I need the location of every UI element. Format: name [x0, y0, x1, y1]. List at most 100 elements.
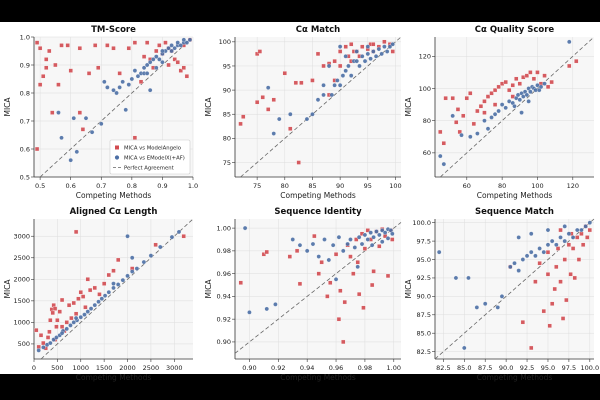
emodelx-point — [354, 58, 360, 64]
emodelx-point — [120, 79, 125, 85]
emodelx-point — [348, 237, 353, 242]
modelangelo-point — [566, 242, 572, 247]
modelangelo-point — [73, 229, 79, 235]
emodelx-point — [310, 111, 315, 117]
emodelx-point — [475, 131, 480, 136]
emodelx-point — [157, 244, 163, 250]
y-tick-label: 3000 — [13, 233, 30, 241]
emodelx-point — [147, 87, 153, 93]
plot-area — [235, 37, 401, 177]
modelangelo-point — [362, 246, 368, 251]
emodelx-point — [355, 264, 360, 270]
emodelx-point — [315, 97, 321, 103]
emodelx-point — [169, 234, 175, 240]
modelangelo-point — [55, 318, 60, 323]
modelangelo-point — [348, 254, 353, 259]
modelangelo-point — [568, 272, 573, 277]
modelangelo-point — [97, 292, 102, 297]
emodelx-point — [111, 87, 116, 93]
emodelx-point — [466, 275, 471, 281]
emodelx-point — [482, 301, 488, 307]
emodelx-point — [125, 273, 130, 279]
modelangelo-point — [37, 82, 43, 87]
emodelx-point — [346, 63, 351, 69]
x-axis-label: Competing Methods — [280, 191, 356, 200]
modelangelo-point — [64, 320, 69, 325]
modelangelo-point — [560, 316, 566, 321]
modelangelo-point — [547, 323, 552, 329]
modelangelo-point — [87, 287, 93, 293]
emodelx-point — [144, 62, 150, 68]
x-axis-label: Competing Methods — [477, 191, 553, 200]
modelangelo-point — [111, 268, 116, 273]
emodelx-point — [157, 57, 162, 62]
modelangelo-point — [510, 83, 515, 88]
modelangelo-point — [254, 99, 260, 105]
modelangelo-point — [354, 237, 359, 242]
emodelx-point — [508, 264, 513, 270]
modelangelo-point — [336, 316, 342, 322]
emodelx-point — [102, 79, 107, 85]
modelangelo-point — [260, 95, 265, 100]
y-tick-label: 90 — [223, 86, 231, 94]
modelangelo-point — [554, 264, 559, 270]
emodelx-point — [83, 115, 89, 121]
modelangelo-point — [77, 46, 83, 51]
modelangelo-point — [342, 299, 347, 305]
emodelx-point — [322, 237, 327, 242]
modelangelo-point — [382, 39, 387, 45]
emodelx-point — [352, 245, 358, 250]
y-tick-label: 90.0 — [417, 293, 431, 301]
y-tick-label: 500 — [18, 340, 30, 348]
emodelx-point — [545, 227, 551, 233]
emodelx-point — [337, 44, 343, 49]
modelangelo-point — [360, 44, 365, 49]
emodelx-point — [516, 235, 521, 240]
y-tick-label: 100.0 — [412, 219, 431, 227]
emodelx-point — [78, 314, 84, 320]
modelangelo-point — [343, 44, 348, 49]
chart-panel-sequence-identity: 0.90 0.92 0.94 0.96 0.98 1.00 0.90 0.92 0.94 0.96… — [204, 207, 402, 382]
emodelx-point — [117, 85, 122, 90]
x-tick-label: 82.5 — [436, 364, 450, 372]
modelangelo-point — [45, 335, 51, 340]
modelangelo-point — [157, 43, 162, 48]
x-tick-label: 0.5 — [35, 182, 45, 190]
y-tick-label: 92.5 — [417, 274, 431, 282]
modelangelo-point — [312, 233, 317, 239]
emodelx-point — [56, 110, 61, 115]
modelangelo-point — [482, 99, 487, 104]
modelangelo-point — [517, 81, 522, 86]
emodelx-point — [89, 129, 95, 135]
y-tick-label: 0.98 — [217, 247, 231, 255]
emodelx-point — [554, 242, 559, 248]
modelangelo-point — [580, 242, 586, 247]
modelangelo-point — [558, 279, 563, 284]
modelangelo-point — [492, 87, 498, 93]
chart-title: TM-Score — [91, 25, 136, 35]
emodelx-point — [154, 54, 159, 59]
emodelx-point — [304, 116, 310, 122]
modelangelo-point — [53, 62, 58, 68]
emodelx-point — [485, 126, 491, 131]
modelangelo-point — [44, 65, 49, 70]
y-tick-label: 95 — [223, 62, 231, 70]
emodelx-point — [115, 282, 121, 287]
modelangelo-point — [570, 246, 576, 251]
y-axis-label: MICA — [404, 279, 413, 299]
emodelx-point — [73, 315, 79, 321]
modelangelo-point — [47, 48, 52, 54]
emodelx-point — [512, 103, 517, 109]
modelangelo-point — [69, 315, 74, 321]
modelangelo-point — [59, 43, 64, 48]
modelangelo-point — [166, 62, 171, 68]
emodelx-point — [290, 237, 296, 242]
modelangelo-point — [464, 95, 469, 101]
emodelx-point — [512, 260, 517, 266]
emodelx-point — [265, 85, 271, 90]
y-tick-label: 0.96 — [217, 270, 231, 278]
modelangelo-point — [78, 290, 83, 295]
modelangelo-point — [585, 235, 590, 240]
modelangelo-point — [574, 58, 579, 64]
emodelx-point — [48, 340, 53, 346]
